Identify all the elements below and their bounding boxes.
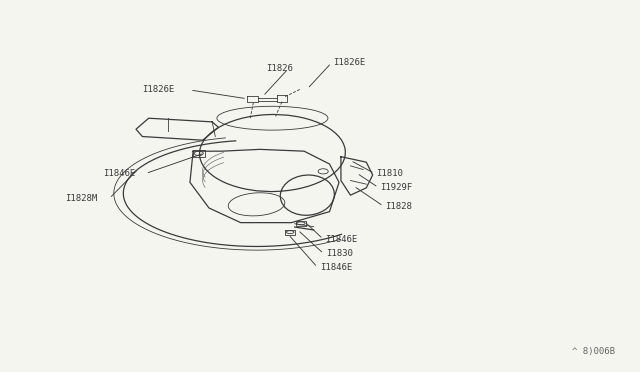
Text: I1846E: I1846E xyxy=(325,235,357,244)
Text: I1830: I1830 xyxy=(326,249,353,258)
Text: I1810: I1810 xyxy=(376,169,403,178)
Text: I1826E: I1826E xyxy=(142,86,175,94)
Text: ^ 8)006B: ^ 8)006B xyxy=(572,347,615,356)
Text: I1828: I1828 xyxy=(385,202,412,211)
Text: I1826: I1826 xyxy=(266,64,293,73)
Text: I1828M: I1828M xyxy=(65,194,97,203)
Text: I1846E: I1846E xyxy=(320,263,352,272)
Text: I1826E: I1826E xyxy=(333,58,365,67)
Text: I1929F: I1929F xyxy=(380,183,413,192)
Text: I1846E: I1846E xyxy=(103,169,135,178)
